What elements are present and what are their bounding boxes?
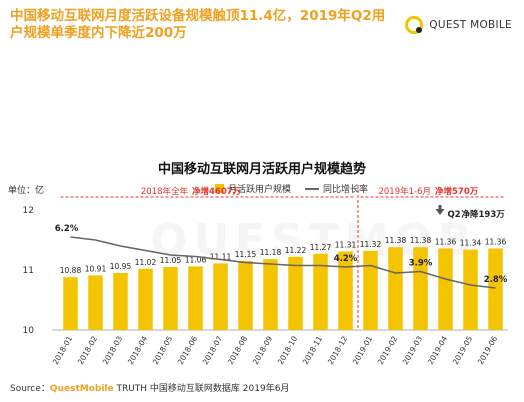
brand-logo: QUEST MOBILE [405, 16, 512, 34]
bar-value-label: 11.38 [385, 236, 407, 245]
source-brand: QuestMobile [49, 384, 114, 394]
x-tick-label: 2019-05 [451, 334, 475, 366]
period-2019-label: 2019年1-6月 [378, 186, 431, 197]
bar [188, 266, 203, 330]
quest-mobile-logo-icon [405, 16, 424, 34]
x-tick-label: 2019-02 [376, 334, 400, 366]
source-rest: TRUTH 中国移动互联网数据库 2019年6月 [113, 384, 290, 394]
bar [263, 259, 278, 330]
bar [138, 268, 153, 330]
bar [388, 247, 403, 330]
growth-rate-label: 2.8% [484, 275, 508, 285]
bar [163, 267, 178, 330]
legend-bar-swatch [215, 184, 224, 193]
bar-value-label: 11.22 [285, 246, 307, 255]
down-arrow-icon [435, 205, 445, 215]
bar-value-label: 11.27 [310, 243, 332, 252]
chart-title: 中国移动互联网月活跃用户规模趋势 [157, 162, 366, 177]
y-tick-label: 12 [23, 206, 34, 216]
y-tick-label: 11 [23, 266, 34, 276]
bar-value-label: 11.02 [135, 258, 157, 267]
bar [338, 251, 353, 330]
x-tick-label: 2018-07 [201, 334, 225, 366]
bar-value-label: 11.32 [360, 240, 382, 249]
x-tick-label: 2019-04 [426, 334, 450, 366]
x-tick-label: 2019-01 [351, 334, 375, 366]
bar-value-label: 11.31 [335, 240, 357, 249]
growth-rate-label: 6.2% [55, 224, 79, 234]
bar-value-label: 10.95 [110, 262, 132, 271]
bar [288, 256, 303, 330]
x-tick-label: 2018-03 [101, 334, 125, 366]
bar-value-label: 11.38 [410, 236, 432, 245]
bar [113, 273, 128, 330]
bar-value-label: 11.05 [160, 256, 182, 265]
y-tick-label: 10 [23, 326, 35, 336]
x-tick-label: 2018-12 [326, 334, 350, 366]
unit-label: 单位：亿 [8, 186, 45, 196]
growth-rate-label: 3.9% [409, 259, 433, 269]
brand-name: QUEST MOBILE [429, 19, 512, 31]
x-tick-label: 2018-09 [251, 334, 275, 366]
bar-value-label: 11.11 [210, 252, 232, 261]
bar [213, 263, 228, 330]
x-tick-label: 2018-01 [51, 334, 75, 366]
bar [413, 247, 428, 330]
x-tick-label: 2018-08 [226, 334, 250, 366]
period-2019-value: 净增570万 [435, 186, 479, 197]
bar-value-label: 10.88 [60, 266, 82, 275]
bar [238, 261, 253, 330]
bar-value-label: 11.15 [235, 250, 257, 259]
period-2018-label: 2018年全年 [141, 186, 189, 197]
source-prefix: Source： [10, 384, 50, 394]
legend: 月活跃用户规模 同比增长率 [215, 182, 368, 195]
x-tick-label: 2018-02 [76, 334, 100, 366]
x-tick-label: 2019-06 [476, 334, 500, 366]
bar [488, 248, 503, 330]
bar-value-label: 10.91 [85, 264, 107, 273]
x-tick-label: 2019-03 [401, 334, 425, 366]
legend-bar-label: 月活跃用户规模 [228, 185, 292, 195]
q2-value: 净降193万 [462, 209, 506, 220]
period-2018-value: 净增4607万 [192, 186, 242, 197]
x-tick-label: 2018-05 [151, 334, 175, 366]
bar [88, 275, 103, 330]
bar-value-label: 11.36 [435, 237, 457, 246]
x-tick-label: 2018-04 [126, 334, 150, 366]
growth-rate-label: 4.2% [334, 254, 358, 264]
headline: 中国移动互联网月度活跃设备规模触顶11.4亿，2019年Q2用户规模单季度内下降… [10, 8, 386, 41]
x-tick-label: 2018-06 [176, 334, 200, 366]
bar-value-label: 11.18 [260, 248, 282, 257]
bar [63, 277, 78, 330]
x-tick-label: 2018-10 [276, 334, 300, 366]
bar-value-label: 11.34 [460, 239, 482, 248]
legend-line-swatch [305, 187, 320, 190]
bar-value-label: 11.06 [185, 255, 207, 264]
bar-value-label: 11.36 [485, 237, 507, 246]
bar [363, 250, 378, 330]
growth-rate-line [70, 236, 496, 289]
legend-line-label: 同比增长率 [323, 185, 369, 195]
q2-label: Q2 [448, 210, 461, 220]
bar [438, 248, 453, 330]
x-tick-label: 2018-11 [301, 334, 325, 366]
legend-item-bar: 月活跃用户规模 [215, 182, 291, 195]
bar [313, 253, 328, 330]
bar [463, 249, 478, 330]
legend-item-line: 同比增长率 [305, 182, 368, 195]
source-note: Source：QuestMobile TRUTH 中国移动互联网数据库 2019… [10, 381, 289, 394]
